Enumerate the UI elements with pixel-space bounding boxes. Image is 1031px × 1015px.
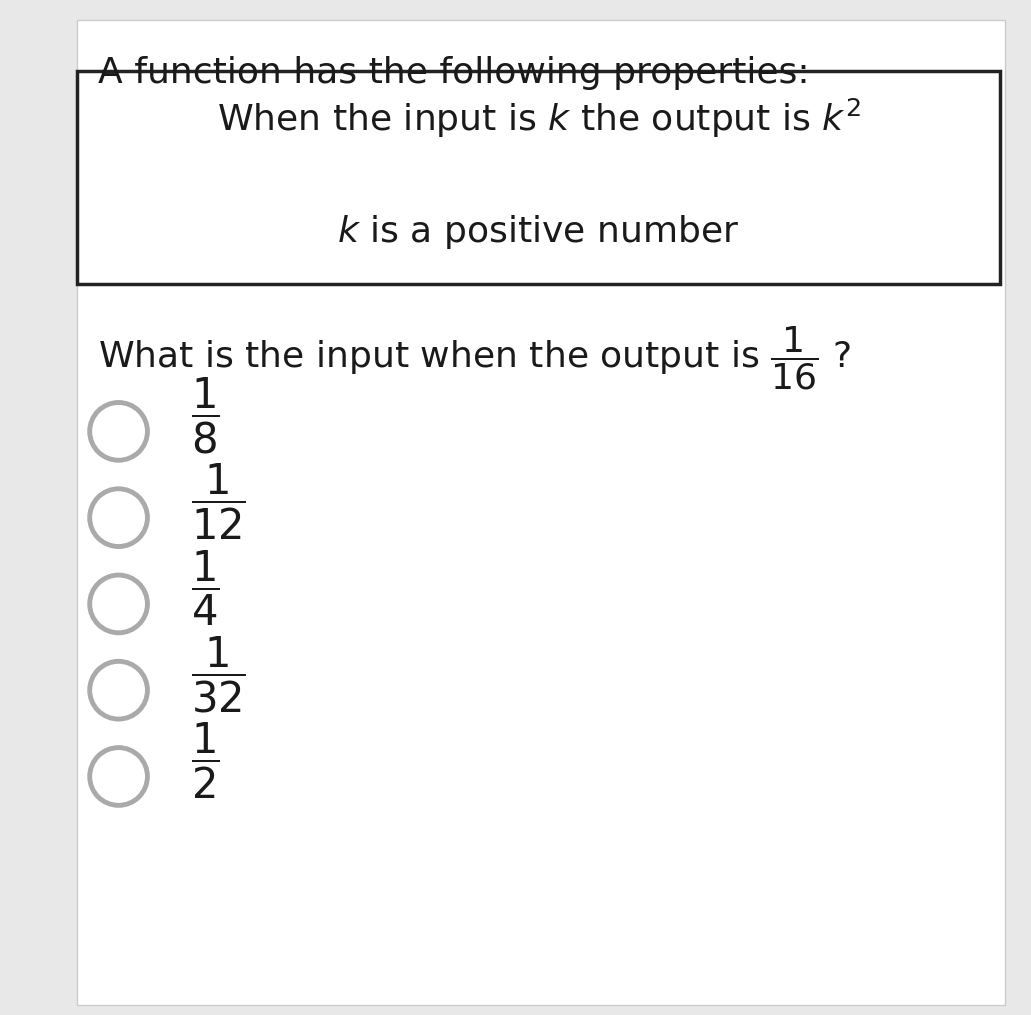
Text: $\mathit{k}$ is a positive number: $\mathit{k}$ is a positive number [337, 213, 740, 251]
Ellipse shape [90, 403, 147, 460]
Text: $\dfrac{1}{32}$: $\dfrac{1}{32}$ [191, 635, 245, 715]
FancyBboxPatch shape [77, 71, 1000, 284]
FancyBboxPatch shape [77, 20, 1005, 1005]
Text: What is the input when the output is $\dfrac{1}{16}$ ?: What is the input when the output is $\d… [98, 325, 852, 392]
Ellipse shape [90, 748, 147, 805]
Text: $\dfrac{1}{2}$: $\dfrac{1}{2}$ [191, 722, 220, 801]
Text: $\dfrac{1}{12}$: $\dfrac{1}{12}$ [191, 463, 245, 542]
Ellipse shape [90, 662, 147, 719]
Ellipse shape [90, 576, 147, 632]
Text: A function has the following properties:: A function has the following properties: [98, 56, 809, 89]
Ellipse shape [90, 489, 147, 546]
Text: $\dfrac{1}{8}$: $\dfrac{1}{8}$ [191, 377, 220, 456]
Text: $\dfrac{1}{4}$: $\dfrac{1}{4}$ [191, 549, 220, 628]
Text: When the input is $\mathit{k}$ the output is $\mathit{k}^2$: When the input is $\mathit{k}$ the outpu… [217, 96, 861, 140]
